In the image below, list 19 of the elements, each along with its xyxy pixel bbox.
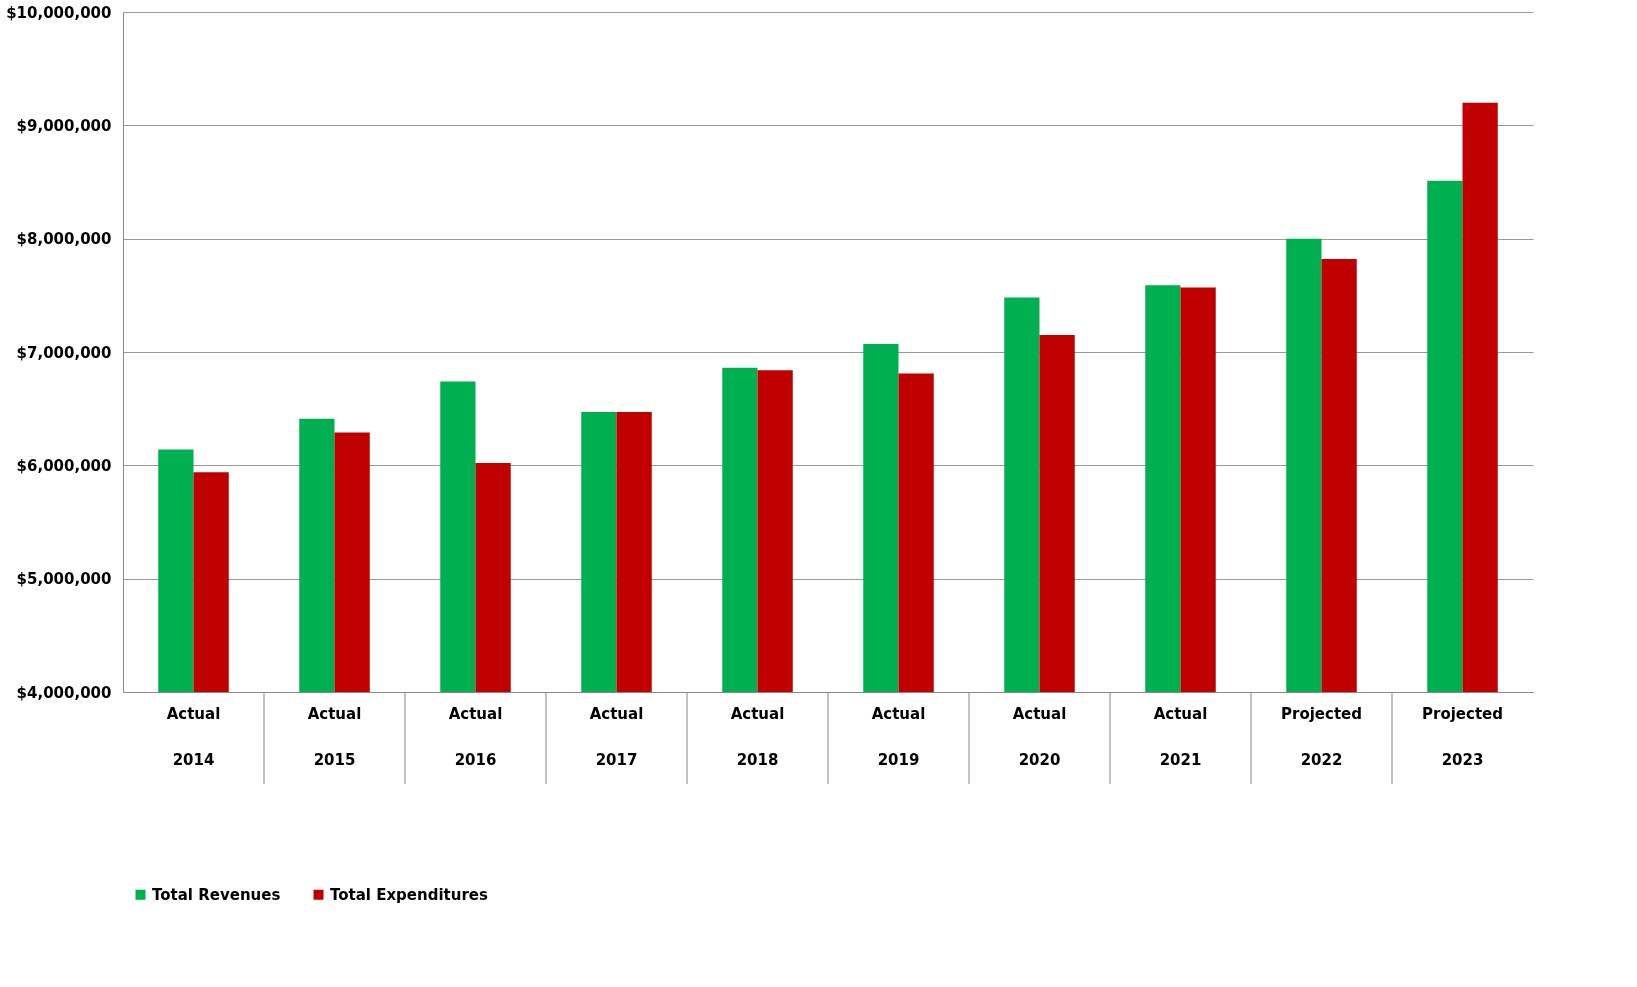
y-tick-label: $10,000,000: [6, 3, 112, 22]
category-label: Actual 2018: [730, 704, 785, 769]
y-tick-label: $4,000,000: [16, 683, 112, 702]
y-tick-label: $8,000,000: [16, 230, 112, 249]
category-label: Actual 2016: [448, 704, 503, 769]
category-label: Projected 2022: [1281, 704, 1362, 769]
y-tick-label: $5,000,000: [16, 570, 112, 589]
legend-label: Total Expenditures: [330, 885, 489, 904]
legend-label: Total Revenues: [152, 885, 281, 904]
y-tick-label: $6,000,000: [16, 456, 112, 475]
category-label: Actual 2014: [166, 704, 221, 769]
category-label: Projected 2023: [1422, 704, 1503, 769]
category-label: Actual 2015: [307, 704, 362, 769]
category-label: Actual 2017: [589, 704, 644, 769]
y-tick-label: $9,000,000: [16, 116, 112, 135]
category-label: Actual 2019: [871, 704, 926, 769]
category-label: Actual 2020: [1012, 704, 1067, 769]
category-label: Actual 2021: [1153, 704, 1208, 769]
y-tick-label: $7,000,000: [16, 343, 112, 362]
